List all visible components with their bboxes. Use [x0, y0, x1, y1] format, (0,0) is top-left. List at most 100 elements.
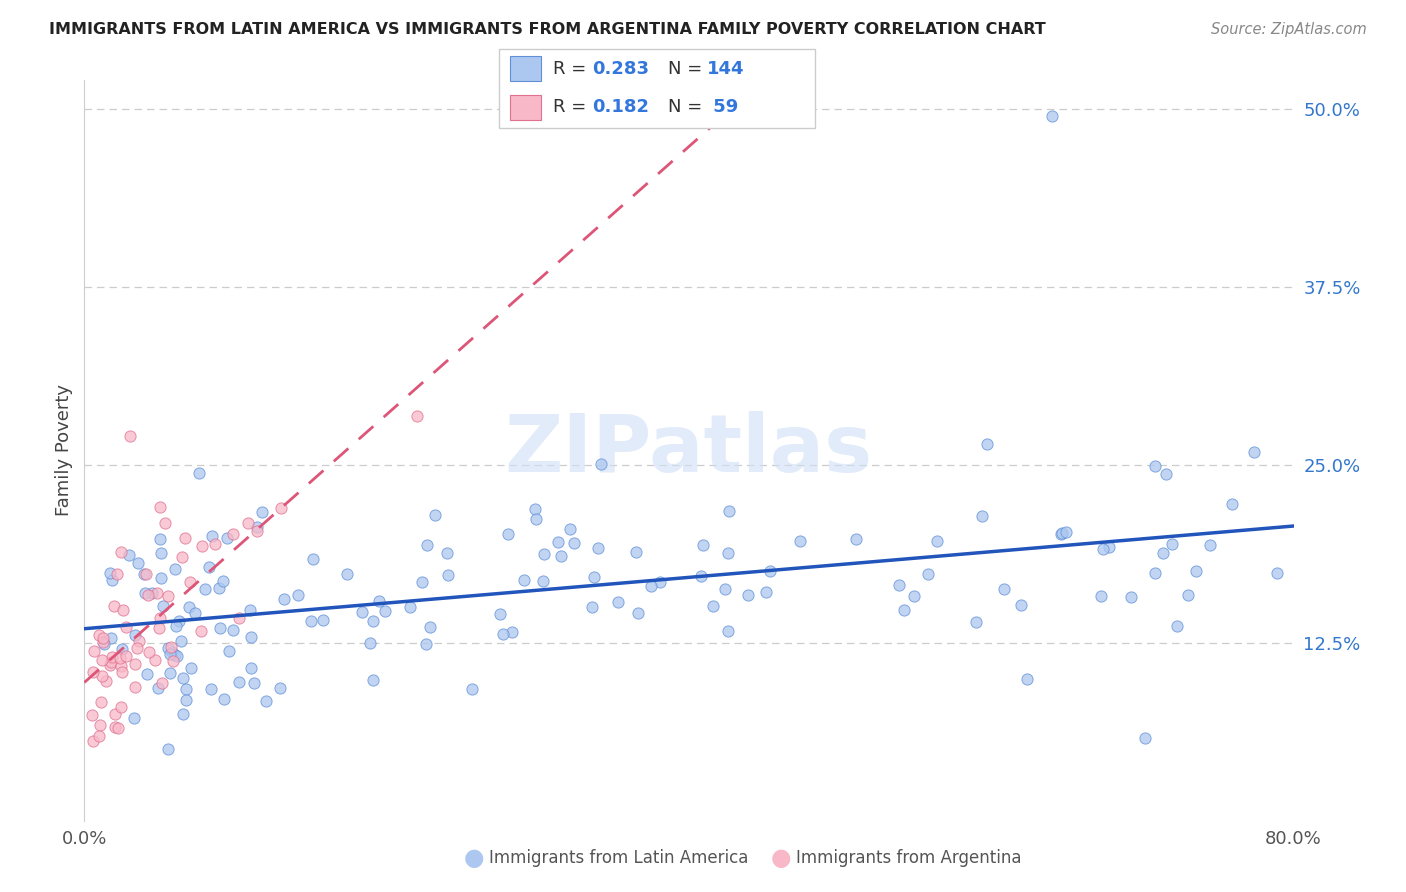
Point — [162, 654, 184, 668]
Text: ●: ● — [770, 847, 792, 870]
Point — [1243, 444, 1265, 458]
Point — [103, 599, 125, 614]
Point — [122, 711, 145, 725]
Point — [789, 534, 811, 549]
Point — [524, 511, 547, 525]
Point — [180, 660, 202, 674]
Point — [172, 550, 194, 565]
Point — [204, 537, 226, 551]
Point — [1198, 538, 1220, 552]
Point — [755, 585, 778, 599]
Point — [90, 695, 112, 709]
Point — [190, 624, 212, 638]
Point — [689, 569, 711, 583]
Point — [586, 541, 609, 555]
Point — [312, 613, 335, 627]
Point — [1144, 458, 1167, 473]
Point — [419, 620, 441, 634]
Point — [176, 681, 198, 696]
Point — [208, 581, 231, 595]
Point — [1154, 467, 1177, 481]
Point — [1152, 546, 1174, 560]
Point — [159, 640, 181, 654]
Point — [236, 516, 259, 530]
Point — [125, 641, 148, 656]
Point — [246, 524, 269, 538]
Point — [110, 659, 132, 673]
Point — [246, 520, 269, 534]
Point — [336, 566, 359, 581]
Point — [1161, 537, 1184, 551]
Text: R =: R = — [553, 60, 592, 78]
Point — [1220, 497, 1243, 511]
Point — [361, 673, 384, 687]
Point — [1135, 731, 1157, 745]
Point — [111, 665, 134, 680]
Point — [114, 648, 136, 663]
Point — [159, 647, 181, 661]
Point — [134, 585, 156, 599]
Point — [104, 721, 127, 735]
Point — [118, 548, 141, 562]
Point — [124, 657, 146, 672]
Point — [100, 631, 122, 645]
Point — [228, 611, 250, 625]
Point — [299, 614, 322, 628]
Point — [302, 552, 325, 566]
Point — [194, 582, 217, 597]
Point — [581, 600, 603, 615]
Point — [415, 637, 437, 651]
Point — [115, 620, 138, 634]
Point — [183, 606, 205, 620]
Point — [101, 573, 124, 587]
Point — [91, 634, 114, 648]
Text: ●: ● — [464, 847, 485, 870]
Point — [150, 546, 173, 560]
Point — [188, 466, 211, 480]
Point — [163, 648, 186, 662]
Point — [239, 660, 262, 674]
Point — [191, 539, 214, 553]
Point — [108, 651, 131, 665]
Point — [179, 575, 201, 590]
Point — [200, 681, 222, 696]
Point — [1015, 672, 1038, 686]
Point — [717, 546, 740, 560]
Text: IMMIGRANTS FROM LATIN AMERICA VS IMMIGRANTS FROM ARGENTINA FAMILY POVERTY CORREL: IMMIGRANTS FROM LATIN AMERICA VS IMMIGRA… — [49, 22, 1046, 37]
Point — [82, 665, 104, 679]
Point — [124, 680, 146, 694]
Point — [406, 409, 429, 423]
Point — [489, 607, 512, 621]
Point — [626, 606, 648, 620]
Point — [702, 599, 724, 613]
Point — [737, 588, 759, 602]
Point — [374, 604, 396, 618]
Point — [157, 741, 180, 756]
Point — [110, 545, 132, 559]
Text: 0.283: 0.283 — [592, 60, 650, 78]
Point — [889, 578, 911, 592]
Text: 144: 144 — [707, 60, 745, 78]
Point — [533, 547, 555, 561]
Point — [91, 631, 114, 645]
Point — [270, 500, 292, 515]
Point — [1177, 588, 1199, 602]
Point — [496, 527, 519, 541]
Point — [159, 666, 181, 681]
Point — [166, 648, 188, 663]
Point — [163, 561, 186, 575]
Point — [170, 634, 193, 648]
Point — [222, 527, 245, 541]
Point — [149, 611, 172, 625]
Point — [136, 667, 159, 681]
Text: N =: N = — [668, 98, 707, 116]
Point — [162, 645, 184, 659]
Point — [1050, 525, 1073, 540]
Point — [93, 637, 115, 651]
Point — [124, 628, 146, 642]
Point — [98, 657, 121, 672]
Text: Immigrants from Latin America: Immigrants from Latin America — [489, 849, 748, 867]
Text: N =: N = — [668, 60, 707, 78]
Point — [150, 675, 173, 690]
Text: Immigrants from Argentina: Immigrants from Argentina — [796, 849, 1021, 867]
